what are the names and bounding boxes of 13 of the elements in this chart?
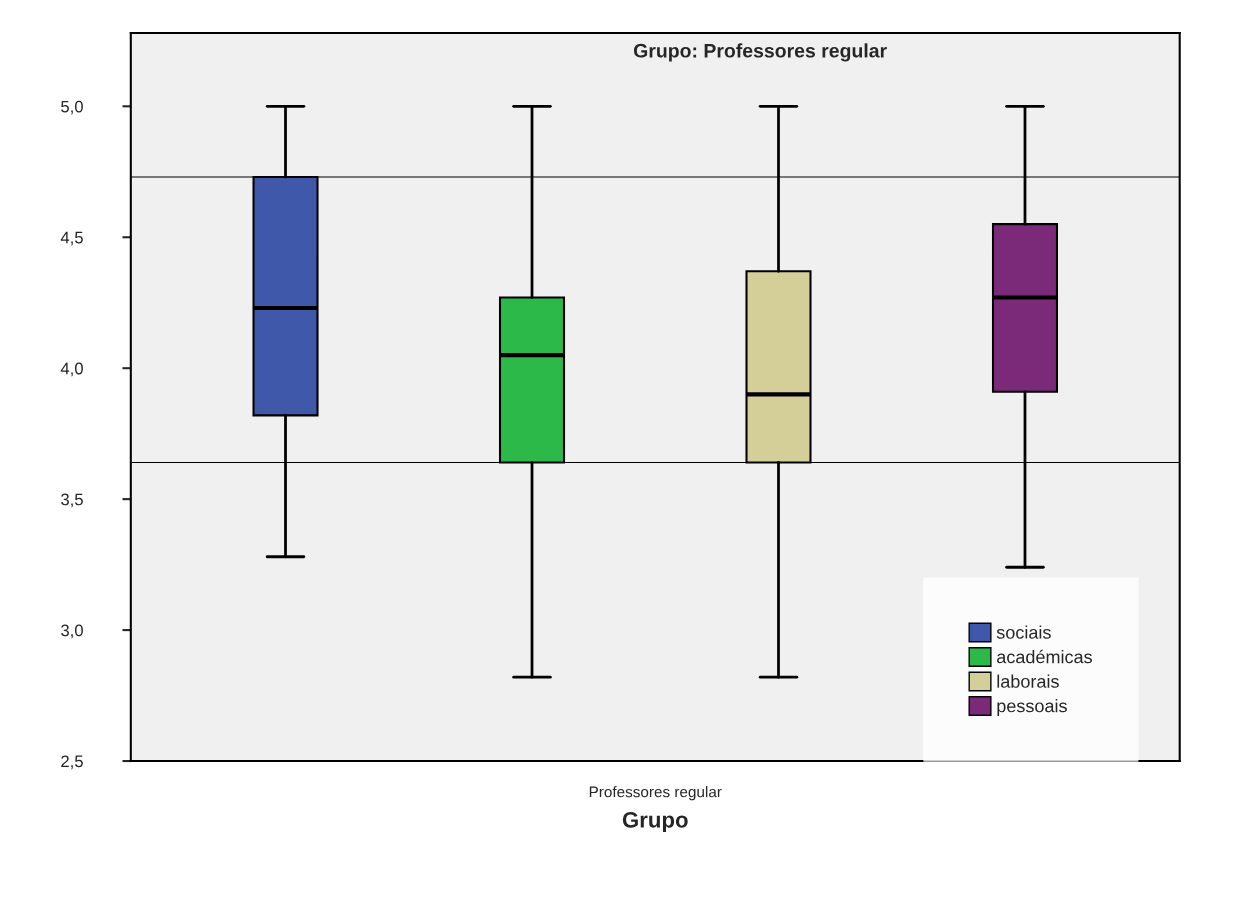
x-tick-label: Professores regular [589,786,722,801]
x-axis-title: Grupo [622,811,688,833]
y-tick-label: 3,5 [61,493,83,508]
y-tick-label: 2,5 [61,755,83,770]
y-tick-label: 5,0 [61,100,83,115]
legend-label: pessoais [997,699,1067,716]
y-tick-label: 3,0 [61,624,83,639]
legend-label: académicas [997,649,1092,664]
legend-label: sociais [996,625,1051,639]
legend-label: laborais [997,674,1059,688]
text: Grupo: Professores regular [633,43,887,62]
y-tick-label: 4,5 [60,231,83,246]
y-tick-label: 4,0 [60,362,83,377]
